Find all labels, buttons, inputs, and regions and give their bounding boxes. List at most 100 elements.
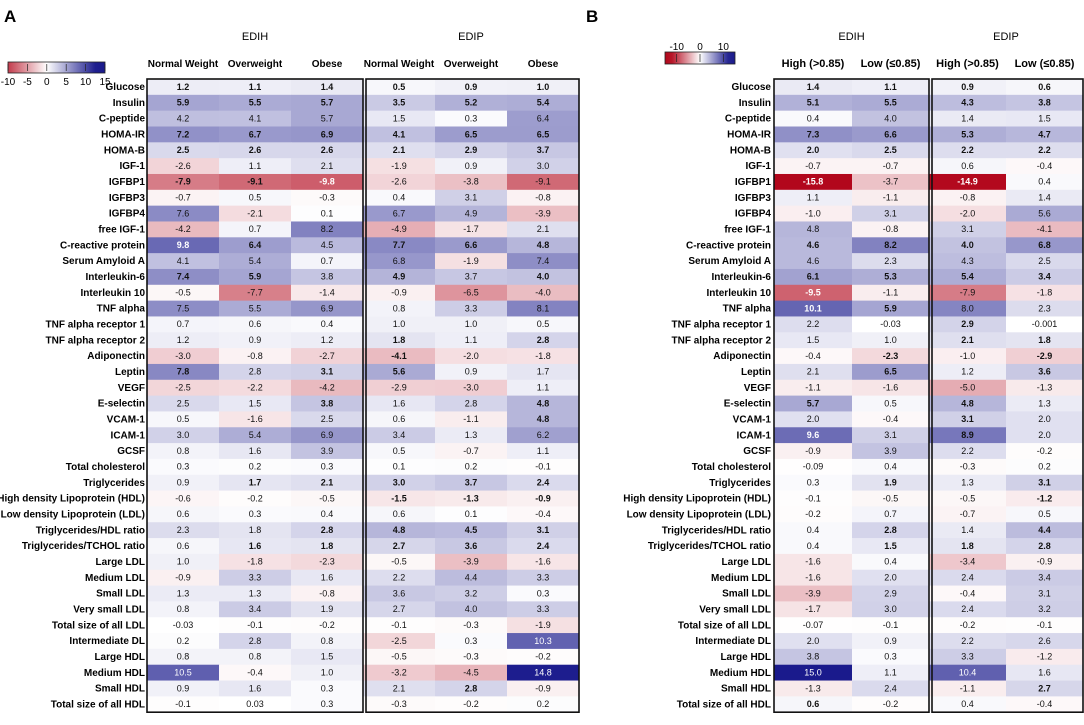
row-label: Low density Lipoprotein (LDL) — [1, 509, 145, 520]
colorbar-tick-label: -10 — [669, 42, 684, 53]
cell-value: -9.1 — [535, 177, 551, 187]
heatmap-cell — [929, 458, 1007, 476]
heatmap-cell — [435, 664, 508, 681]
heatmap-cell — [291, 284, 364, 302]
cell-value: 4.8 — [961, 398, 974, 408]
cell-value: 6.8 — [393, 256, 406, 266]
heatmap-cell — [1006, 94, 1084, 112]
cell-value: -3.8 — [463, 177, 479, 187]
heatmap-cell — [929, 221, 1007, 238]
heatmap-cell — [219, 300, 292, 317]
heatmap-cell — [219, 94, 292, 112]
heatmap-cell — [435, 284, 508, 302]
column-header: Low (≤0.85) — [1015, 58, 1075, 70]
heatmap-cell — [435, 648, 508, 666]
cell-value: 4.4 — [1038, 525, 1051, 535]
cell-value: 3.4 — [249, 604, 262, 614]
row-label: Large HDL — [720, 652, 771, 663]
heatmap-cell — [852, 522, 930, 539]
cell-value: 3.4 — [393, 430, 406, 440]
colorbar-tick-label: 5 — [63, 77, 69, 88]
column-header: High (>0.85) — [936, 58, 999, 70]
heatmap-cell — [774, 569, 853, 586]
heatmap-cell — [219, 553, 292, 571]
cell-value: -1.7 — [805, 604, 821, 614]
heatmap-cell — [852, 648, 930, 666]
cell-value: -0.5 — [391, 652, 407, 662]
heatmap-cell — [774, 458, 853, 476]
cell-value: 3.3 — [465, 303, 478, 313]
row-label: TNF alpha receptor 2 — [672, 335, 772, 346]
cell-value: 8.0 — [961, 303, 974, 313]
heatmap-cell — [291, 348, 364, 365]
cell-value: 0.4 — [807, 525, 820, 535]
heatmap-cell — [291, 332, 364, 349]
cell-value: 5.5 — [884, 98, 897, 108]
row-label: HOMA-B — [104, 145, 145, 156]
cell-value: -0.4 — [883, 414, 899, 424]
heatmap-cell — [219, 253, 292, 270]
cell-value: 3.3 — [537, 572, 550, 582]
cell-value: -0.2 — [1037, 446, 1053, 456]
cell-value: 1.3 — [465, 430, 478, 440]
cell-value: 1.0 — [321, 667, 334, 677]
row-label: IGFBP1 — [109, 177, 146, 188]
heatmap-cell — [507, 189, 580, 207]
cell-value: 2.8 — [884, 525, 897, 535]
cell-value: -0.3 — [463, 652, 479, 662]
heatmap-cell — [363, 601, 436, 618]
heatmap-cell — [507, 601, 580, 618]
cell-value: 1.2 — [177, 82, 190, 92]
cell-value: 0.03 — [246, 699, 264, 709]
cell-value: 0.6 — [177, 541, 190, 551]
row-label: E-selectin — [724, 399, 771, 410]
heatmap-cell — [219, 617, 292, 634]
cell-value: 3.8 — [321, 272, 334, 282]
heatmap-cell — [774, 79, 853, 96]
heatmap-cell — [219, 585, 292, 602]
heatmap-cell — [291, 411, 364, 428]
cell-value: -0.2 — [960, 620, 976, 630]
cell-value: -0.1 — [391, 620, 407, 630]
cell-value: 7.2 — [177, 129, 190, 139]
heatmap-cell — [852, 126, 930, 143]
heatmap-cell — [147, 332, 220, 349]
heatmap-cell — [147, 268, 220, 286]
heatmap-cell — [774, 237, 853, 254]
heatmap-cell — [435, 617, 508, 634]
cell-value: -0.8 — [960, 193, 976, 203]
heatmap-cell — [147, 474, 220, 491]
row-label: TNF alpha — [97, 304, 146, 315]
cell-value: -0.2 — [535, 652, 551, 662]
heatmap-cell — [1006, 522, 1084, 539]
heatmap-cell — [1006, 696, 1084, 713]
cell-value: 2.4 — [537, 541, 550, 551]
heatmap-cell — [363, 126, 436, 143]
colorbar — [7, 61, 106, 74]
heatmap-cell — [435, 585, 508, 602]
cell-value: 3.3 — [249, 572, 262, 582]
heatmap-cell — [774, 126, 853, 143]
cell-value: 2.8 — [465, 683, 478, 693]
heatmap-cell — [219, 411, 292, 428]
heatmap-cell — [435, 363, 508, 381]
cell-value: 1.2 — [177, 335, 190, 345]
heatmap-cell — [435, 427, 508, 444]
heatmap-cell — [363, 427, 436, 444]
heatmap-cell — [929, 348, 1007, 365]
column-header: Obese — [312, 59, 343, 70]
panel-letter: A — [4, 7, 16, 26]
colorbar-tick-label: 10 — [718, 42, 730, 53]
row-label: Medium LDL — [711, 573, 771, 584]
heatmap-cell — [219, 205, 292, 222]
cell-value: -9.8 — [319, 177, 335, 187]
heatmap-cell — [147, 443, 220, 460]
heatmap-cell — [1006, 680, 1084, 697]
row-label: C-reactive protein — [60, 240, 145, 251]
heatmap-cell — [291, 221, 364, 238]
heatmap-cell — [507, 664, 580, 681]
heatmap-cell — [435, 79, 508, 96]
heatmap-cell — [363, 506, 436, 523]
cell-value: -0.7 — [175, 193, 191, 203]
heatmap-cell — [291, 158, 364, 175]
